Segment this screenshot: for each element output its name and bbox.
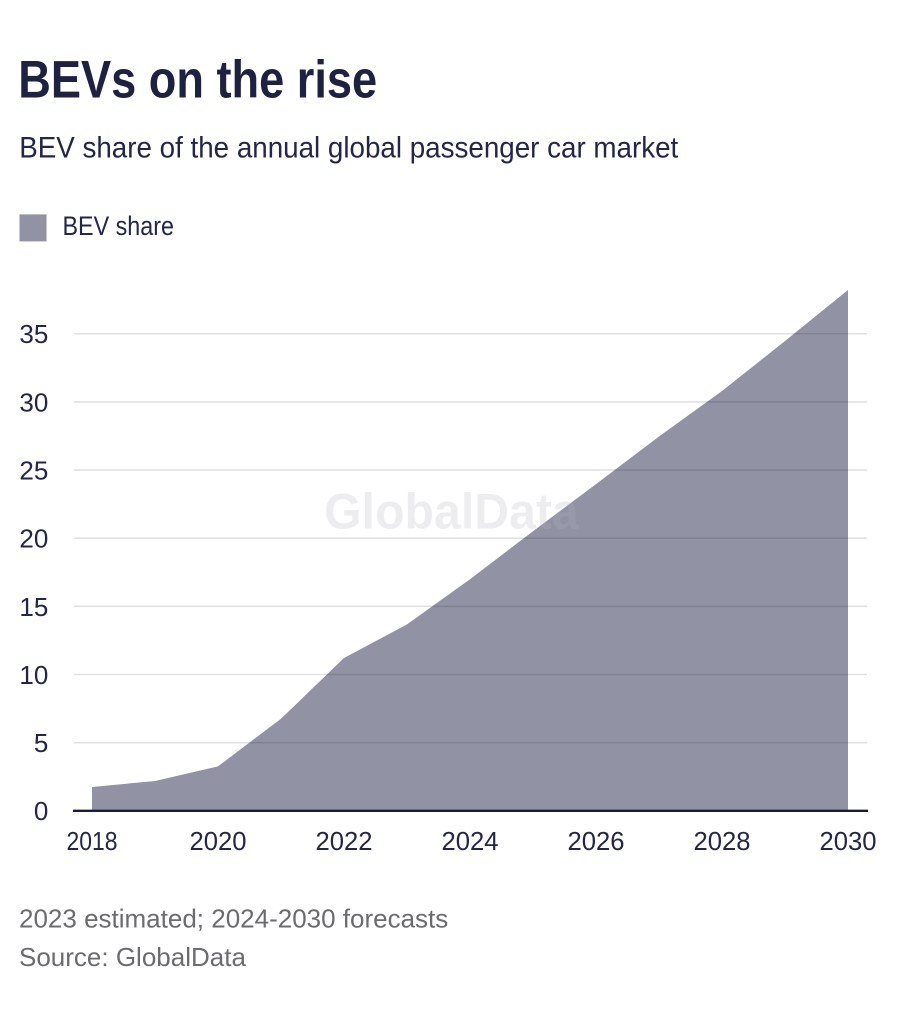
- svg-text:2020: 2020: [190, 826, 247, 856]
- svg-text:30: 30: [19, 387, 48, 417]
- svg-text:GlobalData: GlobalData: [324, 484, 579, 540]
- svg-text:20: 20: [19, 524, 48, 554]
- svg-text:2030: 2030: [820, 826, 877, 856]
- svg-text:5: 5: [34, 728, 48, 758]
- svg-text:2024: 2024: [442, 826, 499, 856]
- svg-text:BEVs on the rise: BEVs on the rise: [18, 51, 377, 109]
- svg-text:15: 15: [19, 592, 48, 622]
- svg-text:2022: 2022: [316, 826, 373, 856]
- svg-text:Source: GlobalData: Source: GlobalData: [19, 942, 246, 972]
- svg-text:25: 25: [19, 456, 48, 486]
- svg-text:0: 0: [34, 796, 48, 826]
- svg-text:10: 10: [19, 660, 48, 690]
- svg-text:2023 estimated; 2024-2030 fore: 2023 estimated; 2024-2030 forecasts: [19, 904, 448, 934]
- svg-text:35: 35: [19, 319, 48, 349]
- svg-text:BEV share of the annual global: BEV share of the annual global passenger…: [19, 132, 678, 165]
- svg-text:2028: 2028: [694, 826, 751, 856]
- svg-text:2026: 2026: [568, 826, 625, 856]
- svg-text:2018: 2018: [67, 826, 118, 856]
- svg-text:BEV share: BEV share: [63, 212, 174, 242]
